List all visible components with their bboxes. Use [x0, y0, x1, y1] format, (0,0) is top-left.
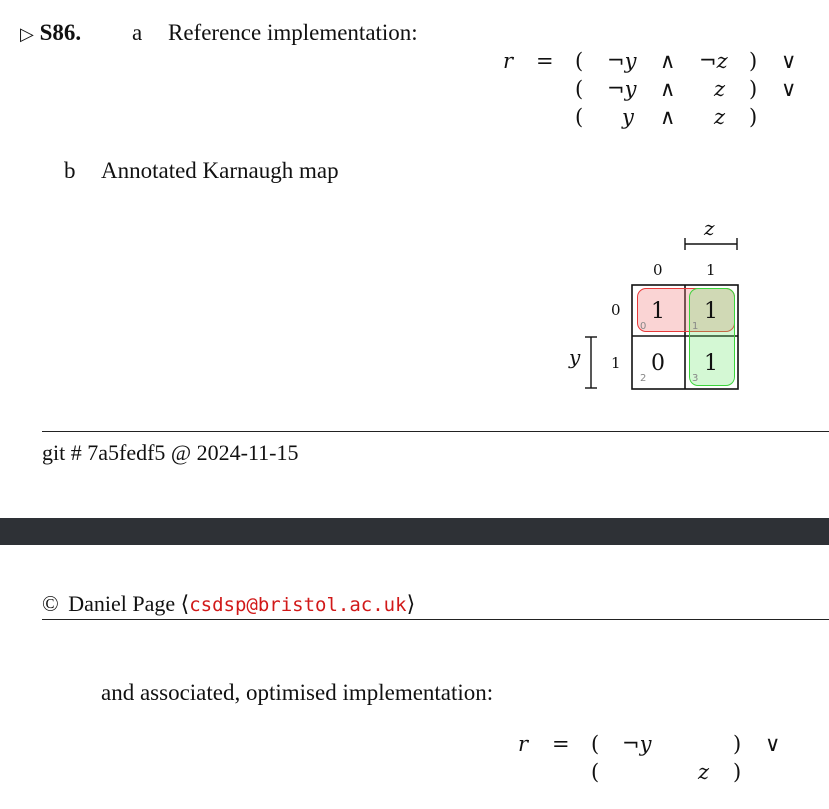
kmap-col-bracket	[684, 238, 738, 250]
kmap-row-label-1: 1	[611, 354, 621, 372]
eq-opt-row1-term: z	[698, 760, 710, 784]
eq-ref-row2-op: ∧	[660, 105, 676, 129]
eq-ref-row0-t2: ¬z	[699, 49, 728, 73]
eq-opt-row0-close: )	[733, 732, 742, 756]
kmap-col-label-0: 0	[653, 261, 663, 279]
kmap-cell-0: 1	[651, 298, 665, 324]
kmap-cell-2: 0	[651, 350, 665, 376]
eq-opt-equals: =	[552, 732, 570, 756]
email-open-bracket: ⟨	[180, 592, 190, 617]
footer-rule	[42, 431, 829, 432]
kmap-row-label-0: 0	[611, 301, 621, 319]
kmap-cell-1: 1	[704, 298, 718, 324]
eq-ref-row0-open: (	[575, 49, 584, 73]
eq-ref-row2-t2: z	[714, 105, 726, 129]
author-email-link[interactable]: csdsp@bristol.ac.uk	[189, 594, 407, 616]
eq-ref-row2-t1: y	[622, 105, 634, 129]
eq-ref-row1-t2: z	[714, 77, 726, 101]
eq-ref-lhs: r	[503, 49, 514, 73]
kmap-cell-index-3: 3	[692, 373, 699, 384]
kmap-cell-index-1: 1	[692, 321, 699, 332]
page-break-band	[0, 518, 829, 545]
eq-ref-equals: =	[536, 49, 554, 73]
kmap-group-row-0	[637, 288, 735, 332]
eq-opt-row0-open: (	[591, 732, 600, 756]
eq-ref-row0-close: )	[749, 49, 758, 73]
part-a-letter: a	[132, 20, 143, 45]
eq-ref-row2-open: (	[575, 105, 584, 129]
git-revision: git # 7a5fedf5 @ 2024-11-15	[42, 440, 299, 465]
eq-opt-row1-close: )	[733, 760, 742, 784]
header-rule	[42, 619, 829, 620]
kmap-row-var: y	[569, 345, 581, 369]
kmap-cell-index-0: 0	[640, 321, 647, 332]
eq-ref-row1-op: ∧	[660, 77, 676, 101]
part-b-title: Annotated Karnaugh map	[101, 158, 339, 183]
kmap-grid	[631, 284, 739, 390]
eq-opt-lhs: r	[518, 732, 529, 756]
kmap-cell-3: 1	[704, 350, 718, 376]
copyright-symbol: ©	[42, 591, 59, 616]
kmap-group-col-1	[689, 288, 735, 386]
continuation-text: and associated, optimised implementation…	[101, 680, 494, 705]
eq-opt-row0-join: ∨	[765, 732, 781, 756]
author-name: Daniel Page	[68, 591, 176, 616]
part-b-letter: b	[64, 158, 76, 183]
kmap-cell-index-2: 2	[640, 373, 647, 384]
copyright-header: © Daniel Page ⟨csdsp@bristol.ac.uk⟩	[42, 591, 415, 617]
eq-ref-row2-close: )	[749, 105, 758, 129]
solution-header: ▷ S86.	[20, 20, 81, 46]
email-close-bracket: ⟩	[406, 592, 416, 617]
kmap-col-label-1: 1	[706, 261, 716, 279]
solution-label: S86.	[39, 20, 82, 45]
eq-ref-row0-op: ∧	[660, 49, 676, 73]
kmap-row-bracket	[585, 336, 597, 389]
eq-ref-row0-join: ∨	[781, 49, 797, 73]
eq-ref-row1-t1: ¬y	[607, 77, 637, 101]
eq-ref-row1-join: ∨	[781, 77, 797, 101]
eq-ref-row1-open: (	[575, 77, 584, 101]
eq-ref-row0-t1: ¬y	[607, 49, 637, 73]
eq-opt-row1-open: (	[591, 760, 600, 784]
triangle-marker-icon: ▷	[20, 24, 34, 45]
part-a-title: Reference implementation:	[168, 20, 418, 45]
kmap-col-var: z	[704, 216, 715, 240]
eq-opt-row0-term: ¬y	[622, 732, 652, 756]
eq-ref-row1-close: )	[749, 77, 758, 101]
